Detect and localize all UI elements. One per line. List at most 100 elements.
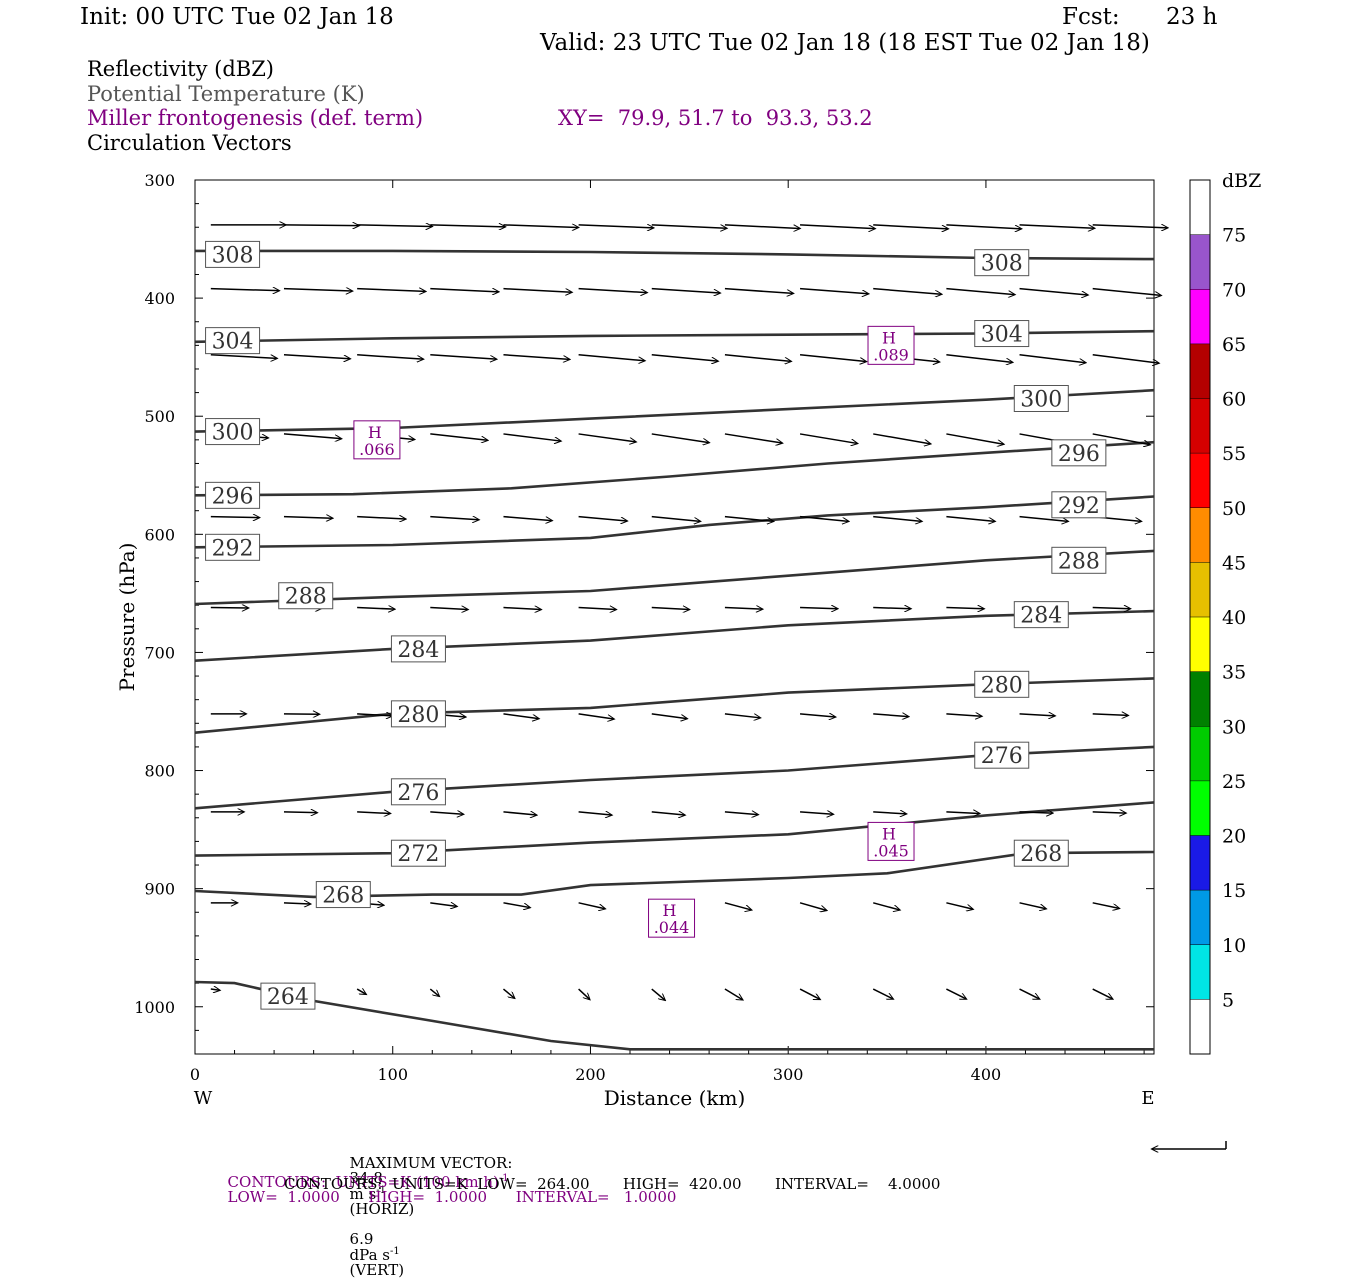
isentrope-label: 280 [981,673,1023,698]
circulation-vector [211,517,259,518]
frontogenesis-max-value: .089 [873,345,909,364]
circulation-vector [800,608,837,609]
colorbar-segment [1190,344,1210,399]
circulation-vector [211,355,277,359]
circulation-vector [725,434,782,443]
colorbar-segment [1190,235,1210,290]
circulation-vector [1093,289,1161,296]
circulation-vector [357,608,394,610]
isentrope-label: 268 [322,884,364,909]
circulation-vector [579,989,590,999]
circulation-vector [725,608,762,610]
circulation-vector [503,517,551,521]
isentrope-label: 296 [212,484,254,509]
colorbar-segment [1190,945,1210,1000]
isentrope-label: 308 [981,252,1023,277]
max-vert-suffix: (VERT) [350,1261,405,1279]
circulation-vector [579,289,647,293]
isentrope-label: 264 [267,985,309,1010]
isentrope-label: 288 [1058,549,1100,574]
max-vert-exponent: -1 [390,1246,400,1257]
circulation-vector [1093,225,1168,228]
circulation-vector [800,812,833,814]
circulation-vector [1020,289,1088,295]
circulation-vector [873,903,899,910]
circulation-vector [430,434,487,440]
circulation-vector [946,714,981,716]
circulation-vector [800,289,868,294]
colorbar-label: 70 [1222,279,1246,301]
colorbar-segment [1190,180,1210,235]
colorbar-label: 60 [1222,389,1246,411]
colorbar-segment [1190,890,1210,945]
colorbar-label: 50 [1222,498,1246,520]
circulation-vector [284,434,341,439]
circulation-vector [357,289,425,292]
circulation-vector [430,355,496,359]
circulation-vector [284,355,350,359]
frontogenesis-max-value: .066 [359,440,395,459]
colorbar-label: 55 [1222,443,1246,465]
circulation-vector [357,225,432,227]
circulation-vector [579,355,645,361]
x-end-label-east: E [1141,1088,1154,1109]
colorbar-segment [1190,617,1210,672]
circulation-vector [430,989,439,996]
circulation-vector [652,812,685,815]
x-tick-label: 400 [971,1065,1002,1084]
x-tick-label: 300 [773,1065,804,1084]
circulation-vector [579,714,614,719]
circulation-vector [1020,903,1046,909]
isentrope-label: 284 [397,638,439,663]
colorbar-segment [1190,781,1210,836]
colorbar-segment [1190,399,1210,454]
circulation-vector [1093,355,1159,363]
colorbar-label: 75 [1222,225,1246,247]
circulation-vector [946,608,983,609]
colorbar-unit: dBZ [1222,170,1261,192]
colorbar-segment [1190,999,1210,1054]
colorbar-segment [1190,726,1210,781]
circulation-vector [946,225,1021,229]
circulation-vector [357,812,390,814]
circulation-vector [873,714,908,717]
circulation-vector [800,517,848,522]
circulation-vector [1093,903,1119,909]
circulation-vector [503,225,578,228]
isentrope-label: 276 [981,744,1023,769]
isentrope-label: 304 [212,330,254,355]
circulation-vector [579,225,654,228]
y-axis-label: Pressure (hPa) [115,543,139,692]
circulation-vector [873,517,921,522]
y-tick-label: 800 [144,762,175,781]
circulation-vector [357,517,405,519]
circulation-vector [284,289,352,291]
x-axis-label: Distance (km) [604,1086,746,1110]
circulation-vector [579,517,627,521]
circulation-vector [430,225,505,227]
isentrope-292 [195,497,1154,548]
circulation-vector [430,812,463,814]
colorbar-segment [1190,508,1210,563]
colorbar-segment [1190,562,1210,617]
circulation-vector [430,517,478,520]
circulation-vector [503,989,514,998]
x-tick-label: 0 [190,1065,200,1084]
circulation-vector [503,355,569,360]
colorbar-label: 40 [1222,607,1246,629]
contours-theta: CONTOURS: UNITS=K LOW= 264.00 HIGH= 420.… [284,1177,940,1192]
circulation-vector [503,812,536,815]
circulation-vector [1020,225,1095,228]
circulation-vector [725,225,800,229]
circulation-vector [652,517,700,522]
isentrope-label: 292 [212,536,254,561]
circulation-vector [800,225,875,229]
isentrope-300 [195,390,1154,431]
circulation-vector [430,903,456,907]
colorbar-label: 10 [1222,935,1246,957]
circulation-vector [725,903,751,910]
circulation-vector [579,812,612,815]
circulation-vector [652,714,687,719]
frontogenesis-max-value: .045 [873,841,909,860]
